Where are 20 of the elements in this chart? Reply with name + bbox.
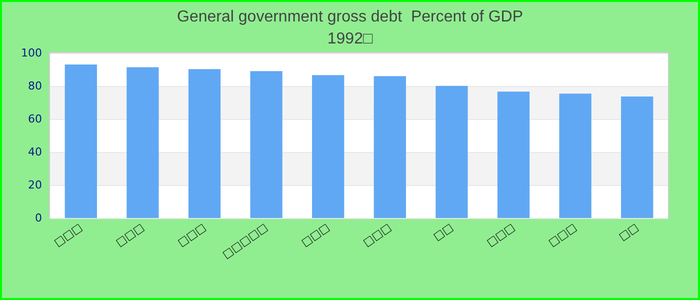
x-tick-label: □□: [616, 220, 641, 244]
bar: [559, 94, 592, 218]
y-tick-label: 60: [28, 112, 42, 126]
y-tick-label: 40: [28, 146, 42, 158]
y-tick-label: 20: [28, 178, 42, 192]
bar: [188, 69, 221, 218]
bar: [497, 92, 530, 218]
y-tick-label: 100: [21, 46, 42, 60]
bar: [436, 86, 468, 218]
y-tick-label: 80: [28, 80, 42, 92]
chart-subtitle: 1992□: [327, 30, 373, 48]
bar: [374, 76, 406, 218]
bar: [64, 64, 97, 218]
bar: [126, 67, 159, 218]
chart-title: General government gross debt Percent of GDP: [177, 8, 523, 26]
bar: [312, 75, 344, 218]
bar: [621, 96, 654, 218]
x-tick-label: □□: [430, 220, 456, 244]
bar: [250, 71, 282, 218]
y-tick-label: 0: [35, 212, 42, 224]
